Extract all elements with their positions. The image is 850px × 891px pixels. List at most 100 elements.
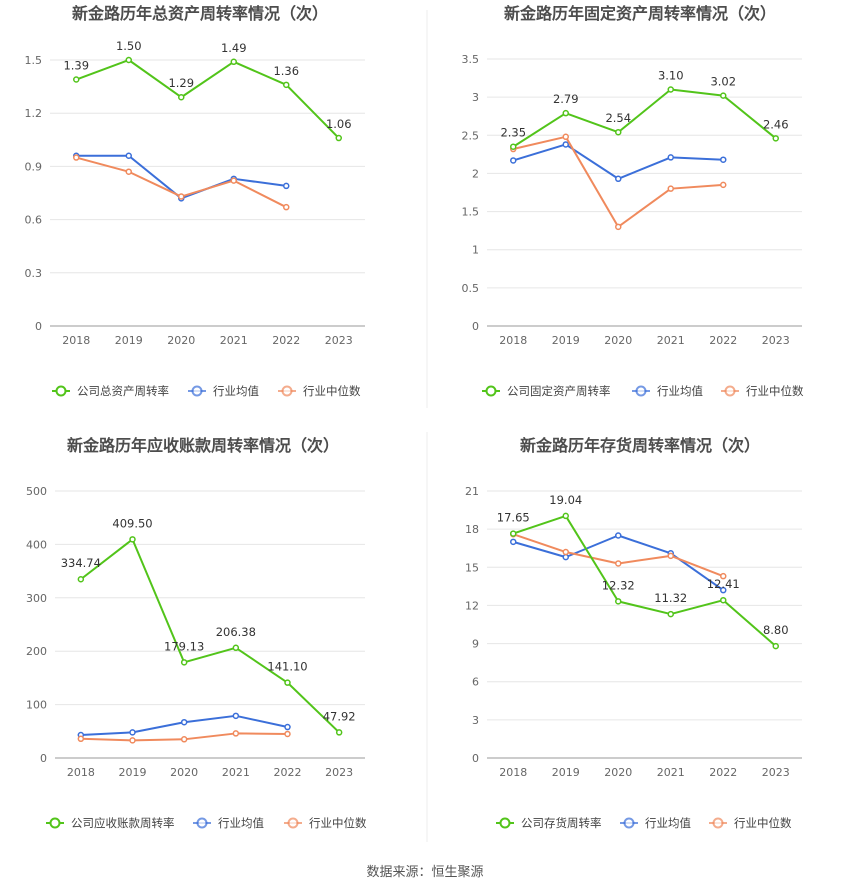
data-point: [562, 133, 569, 141]
data-point: [180, 718, 188, 726]
legend-label: 公司固定资产周转率: [507, 384, 611, 398]
data-point: [129, 737, 136, 744]
y-tick-label: 0.3: [25, 267, 43, 280]
legend-item: 行业均值: [193, 816, 264, 830]
x-tick-label: 2018: [499, 334, 527, 347]
y-tick-label: 21: [465, 485, 479, 498]
data-point: [230, 58, 237, 66]
legend-label: 行业中位数: [746, 384, 804, 398]
x-tick-label: 2023: [762, 766, 790, 779]
data-point: [230, 177, 237, 184]
x-tick-label: 2022: [272, 334, 300, 347]
legend-label: 行业均值: [657, 384, 703, 398]
chart-panel-3: 新金路历年应收账款周转率情况（次） 0 100 200 300 400 500 2018 201…: [26, 436, 367, 830]
x-tick-label: 2019: [119, 766, 147, 779]
data-label: 8.80: [763, 623, 789, 637]
legend-swatch-marker: [499, 817, 511, 829]
y-tick-label: 1.5: [25, 54, 43, 67]
data-point: [720, 92, 727, 99]
data-point: [772, 135, 779, 142]
y-tick-label: 1: [472, 244, 479, 257]
data-point: [283, 182, 290, 190]
x-tick-label: 2021: [657, 334, 685, 347]
y-tick-label: 2.5: [462, 129, 480, 142]
data-point: [667, 552, 674, 560]
data-point: [510, 538, 517, 546]
x-tick-label: 2018: [62, 334, 90, 347]
x-tick-label: 2020: [170, 766, 198, 779]
data-point: [178, 193, 185, 200]
data-label: 11.32: [654, 591, 687, 605]
x-tick-label: 2018: [67, 766, 95, 779]
data-label: 2.35: [500, 126, 526, 140]
y-tick-label: 0: [40, 752, 47, 765]
data-point: [562, 553, 569, 561]
chart-title: 新金路历年应收账款周转率情况（次）: [67, 436, 339, 455]
y-tick-label: 15: [465, 561, 479, 574]
y-tick-label: 12: [465, 599, 479, 612]
data-label: 19.04: [549, 493, 582, 507]
data-point: [720, 181, 727, 189]
y-tick-label: 1.5: [462, 206, 480, 219]
series-line: [512, 514, 777, 647]
legend-swatch-marker: [287, 817, 299, 829]
data-point: [667, 154, 674, 161]
legend-swatch-marker: [712, 817, 724, 829]
legend-swatch-marker: [623, 817, 635, 829]
data-point: [720, 586, 727, 594]
data-point: [720, 596, 727, 604]
chart-title: 新金路历年存货周转率情况（次）: [520, 436, 760, 455]
data-point: [615, 560, 622, 567]
data-point: [510, 143, 517, 150]
y-tick-label: 0.9: [25, 160, 43, 173]
data-label: 2.54: [605, 111, 631, 125]
data-point: [615, 223, 622, 231]
data-point: [335, 134, 342, 142]
data-label: 47.92: [323, 709, 356, 723]
data-point: [510, 530, 517, 537]
data-label: 1.49: [221, 41, 247, 55]
x-tick-label: 2023: [325, 334, 353, 347]
chart-panel-4: 新金路历年存货周转率情况（次） 0 3 6 9 12 15 18 21 2018 2019 2020 2…: [465, 436, 802, 830]
y-tick-label: 18: [465, 523, 479, 536]
legend-item: 行业中位数: [709, 816, 792, 830]
data-point: [77, 735, 85, 743]
chart-title: 新金路历年总资产周转率情况（次）: [72, 4, 328, 23]
legend-swatch-marker: [635, 385, 647, 397]
source-label: 数据来源：恒生聚源: [366, 865, 483, 880]
x-tick-label: 2019: [552, 766, 580, 779]
y-tick-label: 3: [472, 714, 479, 727]
legend-swatch-marker: [49, 817, 61, 829]
data-point: [232, 712, 240, 720]
data-point: [180, 659, 188, 666]
x-tick-label: 2023: [325, 766, 353, 779]
x-tick-label: 2021: [222, 766, 250, 779]
data-label: 1.06: [326, 117, 352, 131]
x-tick-label: 2023: [762, 334, 790, 347]
legend-item: 行业均值: [188, 384, 259, 398]
data-label: 179.13: [164, 639, 204, 653]
y-tick-label: 0.5: [462, 282, 480, 295]
legend-item: 行业中位数: [278, 384, 361, 398]
data-point: [510, 157, 517, 164]
data-point: [77, 575, 85, 583]
legend-item: 公司总资产周转率: [52, 384, 169, 398]
data-point: [615, 598, 622, 605]
data-label: 141.10: [267, 660, 307, 674]
chart-panel-2: 新金路历年固定资产周转率情况（次） 0 0.5 1 1.5 2 2.5 3 3.5 2018 201…: [462, 4, 804, 398]
data-point: [615, 175, 622, 183]
y-tick-label: 3: [472, 91, 479, 104]
data-point: [667, 86, 674, 93]
y-tick-label: 6: [472, 676, 479, 689]
data-point: [667, 610, 674, 618]
data-point: [283, 81, 290, 89]
data-label: 1.29: [168, 76, 194, 90]
data-point: [178, 93, 185, 101]
legend-swatch-marker: [485, 385, 497, 397]
data-point: [335, 729, 343, 736]
legend-label: 行业均值: [213, 384, 259, 398]
data-point: [562, 141, 569, 148]
legend-item: 行业中位数: [721, 384, 804, 398]
legend-swatch-marker: [281, 385, 293, 397]
